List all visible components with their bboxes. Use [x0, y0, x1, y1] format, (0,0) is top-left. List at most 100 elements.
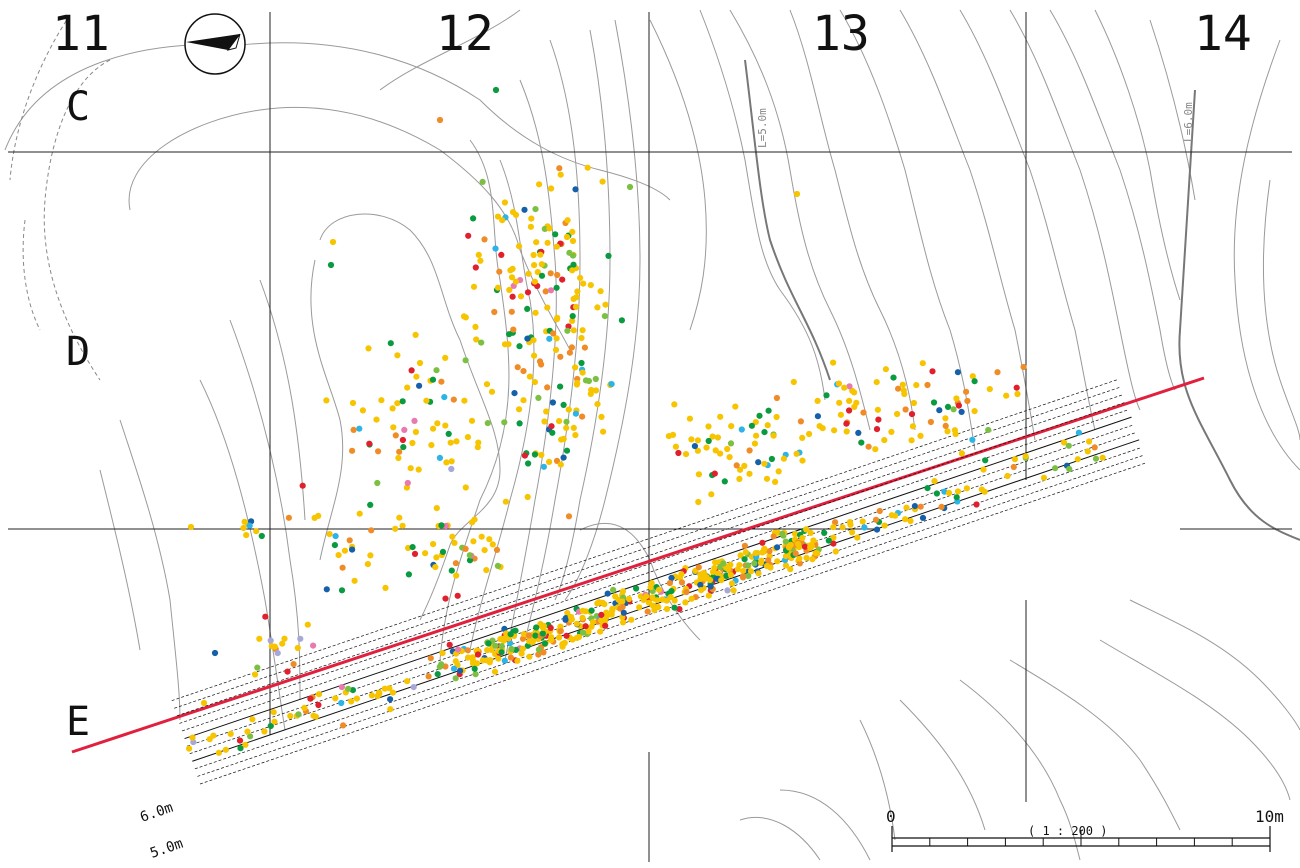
artifact-point [728, 423, 735, 430]
artifact-point [270, 709, 277, 716]
artifact-point [338, 699, 345, 707]
artifact-point [563, 418, 570, 425]
artifact-point [403, 484, 410, 491]
artifact-point [846, 407, 853, 414]
artifact-point [530, 251, 537, 259]
artifact-point [400, 444, 407, 451]
artifact-point [501, 419, 508, 426]
artifact-point [799, 457, 806, 464]
artifact-point [625, 595, 633, 603]
artifact-point [579, 629, 587, 636]
artifact-point [425, 673, 432, 680]
artifact-point [557, 171, 564, 178]
artifact-point [572, 364, 579, 371]
artifact-point [392, 525, 399, 532]
artifact-point [442, 422, 449, 429]
north-arrow-icon [184, 13, 246, 75]
artifact-point [773, 413, 780, 421]
artifact-point [442, 354, 449, 361]
artifact-point [755, 459, 762, 466]
artifact-point [356, 510, 363, 517]
artifact-point [676, 606, 683, 613]
artifact-point [707, 583, 714, 590]
artifact-point [588, 386, 595, 394]
artifact-point [548, 185, 555, 192]
major-contours [744, 59, 1300, 541]
artifact-point [944, 428, 951, 435]
artifact-point [873, 526, 881, 533]
artifact-point [841, 384, 848, 391]
artifact-point [1004, 472, 1011, 480]
scale-zero: 0 [886, 807, 896, 826]
artifact-point [471, 665, 478, 672]
artifact-point [761, 429, 768, 436]
artifact-point [538, 261, 545, 268]
artifact-point [539, 630, 546, 637]
artifact-point [830, 540, 837, 547]
artifact-point [553, 243, 560, 250]
artifact-point [980, 466, 987, 473]
artifact-point [511, 390, 518, 397]
artifact-point [717, 450, 724, 457]
artifact-point [705, 423, 712, 430]
artifact-point [666, 580, 674, 587]
artifact-point [748, 422, 756, 429]
grid-column-12: 12 [436, 6, 494, 62]
artifact-point [830, 359, 837, 366]
artifact-point [790, 378, 797, 386]
artifact-point [691, 443, 699, 450]
artifact-point [564, 217, 571, 224]
artifact-point [902, 406, 909, 413]
artifact-point [1075, 429, 1082, 436]
artifact-point [469, 519, 476, 526]
artifact-point [881, 522, 888, 529]
artifact-point [647, 584, 654, 591]
artifact-point [531, 278, 539, 285]
artifact-point [290, 661, 297, 668]
grid-lines [8, 12, 1292, 862]
artifact-point [682, 451, 690, 458]
artifact-point [913, 382, 920, 389]
artifact-point [633, 585, 640, 592]
artifact-point [284, 668, 291, 675]
artifact-point [588, 607, 595, 614]
section-label-6m: 6.0m [138, 800, 175, 826]
artifact-point [413, 373, 420, 380]
artifact-point [365, 345, 372, 352]
artifact-point [654, 597, 661, 604]
artifact-point [724, 445, 731, 453]
artifact-point [746, 470, 753, 477]
artifact-point [541, 640, 549, 647]
artifact-point [404, 384, 411, 391]
artifact-point [742, 549, 749, 556]
artifact-point [837, 411, 845, 418]
artifact-point [436, 116, 444, 124]
artifact-point [442, 595, 449, 602]
artifact-point [312, 713, 319, 720]
artifact-point [478, 533, 485, 540]
artifact-point [958, 450, 966, 457]
artifact-point [741, 462, 748, 469]
artifact-point [700, 569, 708, 576]
artifact-point [761, 460, 768, 467]
artifact-point [519, 635, 527, 642]
artifact-point [1074, 456, 1081, 463]
artifact-point [917, 432, 924, 439]
artifact-point [489, 541, 496, 548]
artifact-point [243, 532, 250, 539]
artifact-point [779, 530, 786, 537]
artifact-point [538, 272, 546, 279]
artifact-point [1065, 442, 1072, 449]
artifact-point [367, 501, 374, 508]
artifact-point [601, 313, 609, 320]
artifact-point [494, 562, 501, 570]
artifact-point [457, 667, 464, 674]
artifact-point [373, 416, 380, 423]
artifact-point [782, 538, 789, 545]
artifact-point [281, 635, 288, 642]
artifact-point [200, 699, 208, 707]
artifact-point [810, 537, 817, 544]
artifact-point [518, 650, 525, 657]
artifact-point [534, 269, 541, 276]
artifact-point [874, 406, 882, 413]
